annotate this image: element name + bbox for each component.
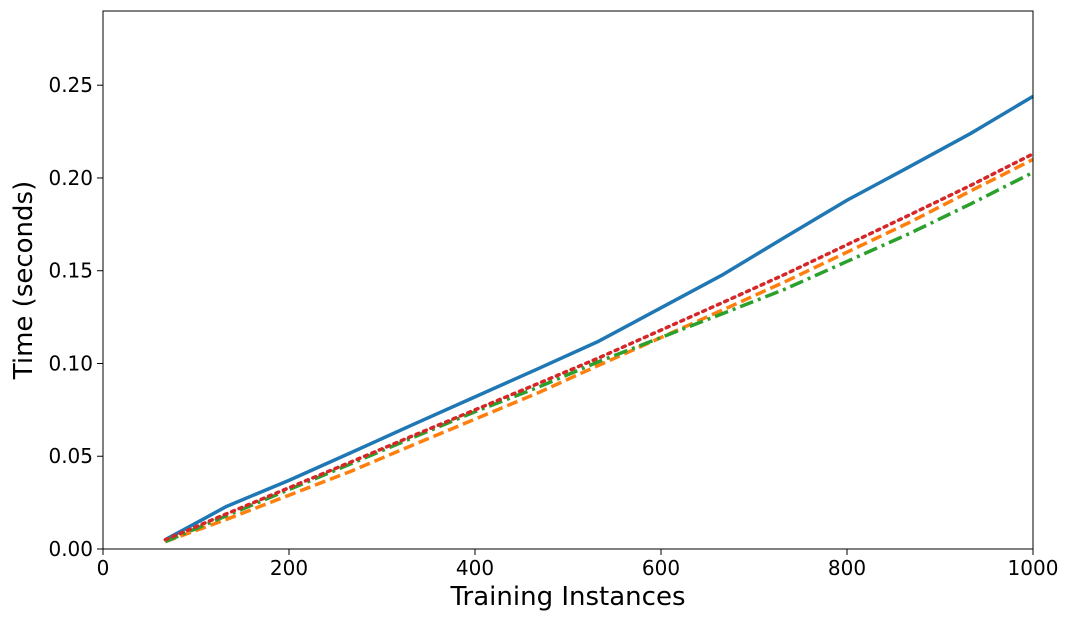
y-tick-label: 0.20: [48, 166, 93, 190]
series-line-1: [164, 94, 1034, 542]
plot-frame: [102, 10, 1034, 550]
y-tick-label: 0.25: [48, 73, 93, 97]
x-axis-ticks: 0 200 400 600 800 1000: [97, 549, 1059, 580]
y-axis-label: Time (seconds): [9, 181, 39, 380]
x-tick-label: 200: [270, 556, 308, 580]
x-tick-label: 0: [97, 556, 110, 580]
series-line-2: [164, 157, 1034, 544]
y-axis-ticks: 0.00 0.05 0.10 0.15 0.20 0.25: [48, 73, 103, 561]
series-line-3: [164, 170, 1034, 544]
y-tick-label: 0.00: [48, 537, 93, 561]
x-axis-label: Training Instances: [450, 582, 686, 612]
x-tick-label: 1000: [1008, 556, 1059, 580]
y-tick-label: 0.05: [48, 444, 93, 468]
y-tick-label: 0.15: [48, 259, 93, 283]
x-tick-label: 800: [828, 556, 866, 580]
y-tick-label: 0.10: [48, 351, 93, 375]
series-layer: [163, 94, 1035, 544]
x-tick-label: 400: [456, 556, 494, 580]
series-line-4: [163, 152, 1035, 542]
x-tick-label: 600: [642, 556, 680, 580]
